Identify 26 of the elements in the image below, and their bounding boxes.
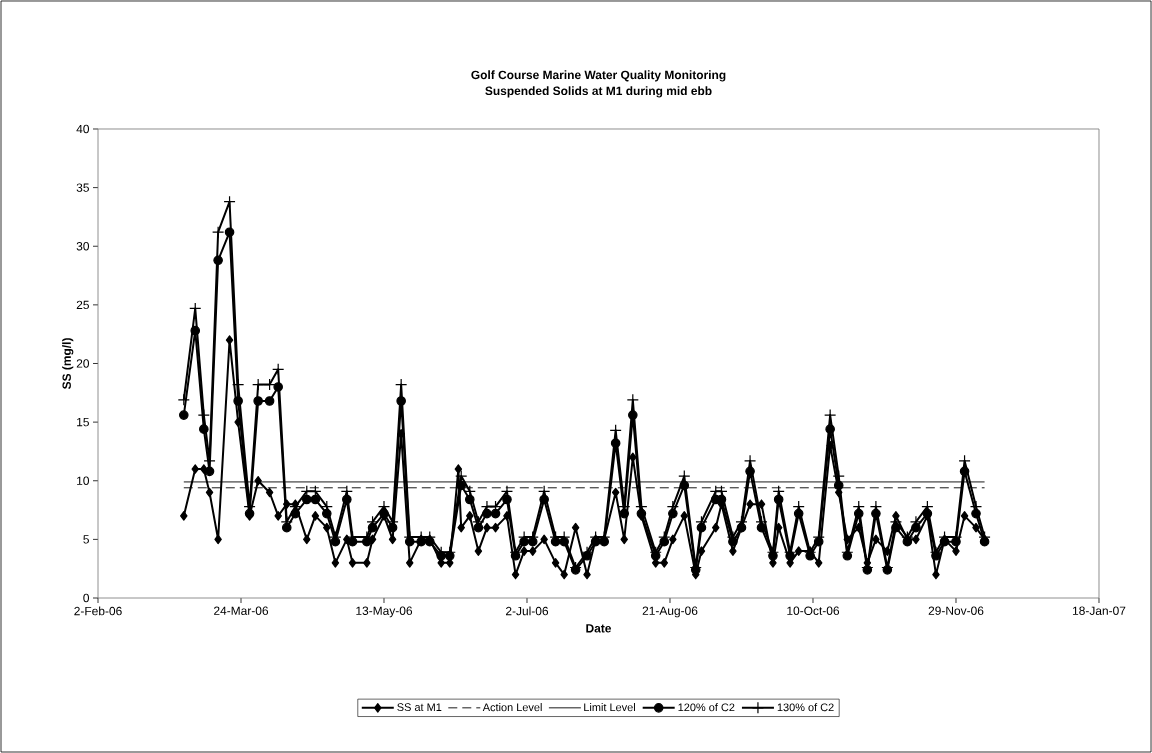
legend-label: 130% of C2 (777, 703, 834, 712)
y-tick-label: 0 (83, 593, 90, 603)
x-tick-label: 24-Mar-06 (214, 606, 269, 615)
y-tick-label: 5 (83, 535, 89, 544)
legend-label: 120% of C2 (678, 703, 735, 712)
x-axis-title: Date (586, 624, 612, 633)
x-tick-label: 18-Jan-07 (1072, 606, 1126, 615)
x-tick-label: 29-Nov-06 (928, 606, 984, 615)
y-tick-label: 30 (76, 242, 90, 251)
y-tick-label: 40 (76, 124, 90, 134)
x-tick-label: 2-Jul-06 (505, 606, 549, 616)
y-tick-label: 15 (77, 417, 89, 427)
y-tick-label: 20 (76, 359, 90, 368)
y-axis-title: SS (mg/l) (62, 338, 74, 390)
x-tick-label: 21-Aug-06 (642, 606, 698, 618)
x-tick-label: 10-Oct-06 (787, 606, 840, 615)
legend-label: SS at M1 (397, 703, 442, 712)
x-tick-label: 2-Feb-06 (74, 606, 122, 616)
legend-label: Limit Level (584, 703, 635, 712)
chart-title: Golf Course Marine Water Quality Monitoring (471, 70, 726, 82)
chart-subtitle: Suspended Solids at M1 during mid ebb (485, 86, 712, 98)
x-tick-label: 13-May-06 (356, 606, 413, 618)
y-tick-label: 35 (76, 183, 89, 192)
y-tick-label: 10 (77, 476, 90, 485)
y-tick-label: 25 (76, 300, 89, 310)
legend-label: Action Level (482, 703, 542, 712)
